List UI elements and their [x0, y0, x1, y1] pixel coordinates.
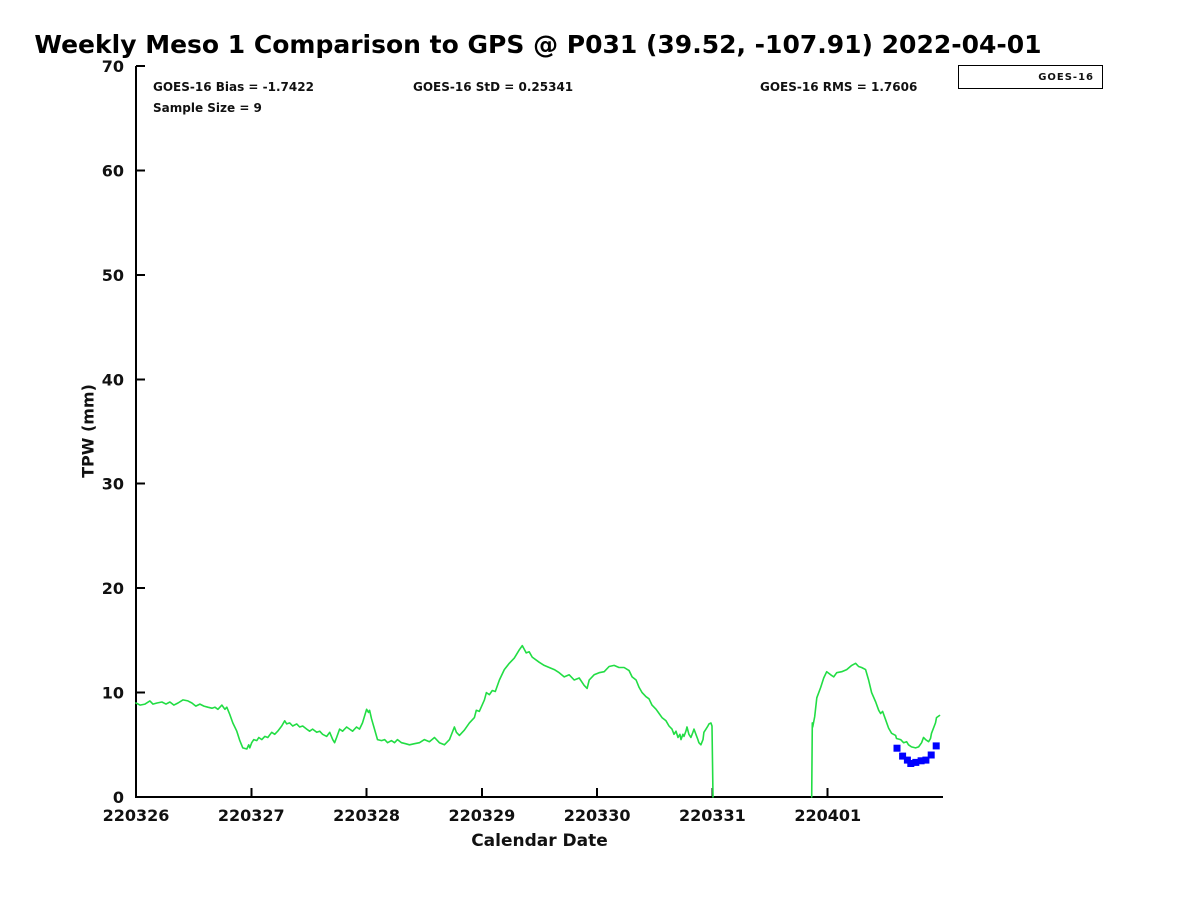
- goes16-legend-marker-icon: [995, 72, 1005, 82]
- x-tick-label: 220326: [103, 806, 170, 825]
- goes16-data-point: [907, 760, 915, 767]
- legend-box: GOES-16: [958, 65, 1103, 89]
- y-tick-label: 0: [113, 788, 124, 807]
- y-tick-label: 70: [102, 57, 124, 76]
- goes16-data-point: [893, 744, 901, 752]
- y-tick-label: 40: [102, 370, 124, 389]
- x-tick-label: 220401: [794, 806, 861, 825]
- x-axis-label: Calendar Date: [471, 831, 608, 851]
- x-tick-label: 220327: [218, 806, 285, 825]
- goes16-data-point: [917, 757, 925, 765]
- stat-rms: GOES-16 RMS = 1.7606: [760, 80, 918, 94]
- gps-line: [135, 644, 714, 798]
- x-tick-label: 220329: [448, 806, 515, 825]
- goes16-data-point: [912, 758, 920, 766]
- stat-bias: GOES-16 Bias = -1.7422: [153, 80, 314, 94]
- goes16-data-point: [932, 742, 940, 750]
- x-tick-label: 220330: [564, 806, 631, 825]
- chart-title: Weekly Meso 1 Comparison to GPS @ P031 (…: [34, 30, 1042, 59]
- stat-sample-size: Sample Size = 9: [153, 101, 262, 115]
- y-tick-label: 20: [102, 579, 124, 598]
- goes16-data-point: [922, 756, 930, 764]
- y-tick-label: 60: [102, 161, 124, 180]
- goes16-data-point: [899, 752, 907, 760]
- x-tick-label: 220331: [679, 806, 746, 825]
- y-tick-label: 30: [102, 475, 124, 494]
- y-tick-label: 50: [102, 266, 124, 285]
- gps-line: [810, 662, 941, 798]
- goes16-data-point: [927, 751, 935, 759]
- x-tick-label: 220328: [333, 806, 400, 825]
- y-tick-label: 10: [102, 684, 124, 703]
- goes16-legend-label: GOES-16: [1038, 71, 1094, 83]
- stat-std: GOES-16 StD = 0.25341: [413, 80, 574, 94]
